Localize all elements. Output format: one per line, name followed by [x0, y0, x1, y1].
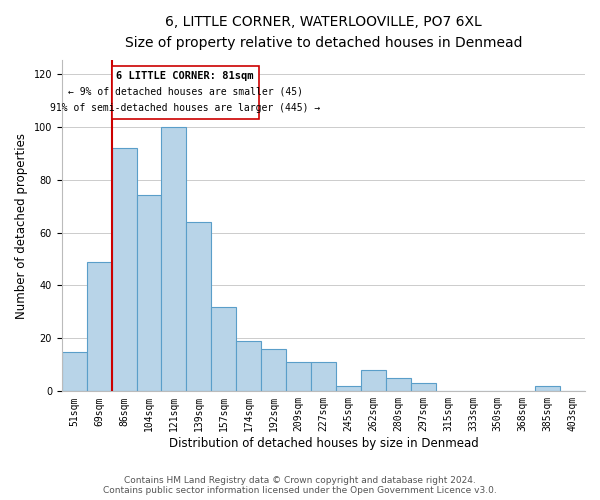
- Bar: [535, 386, 560, 392]
- Bar: [187, 222, 211, 392]
- Bar: [236, 341, 261, 392]
- Text: ← 9% of detached houses are smaller (45): ← 9% of detached houses are smaller (45): [68, 87, 302, 97]
- Bar: [336, 386, 361, 392]
- Bar: [410, 384, 436, 392]
- X-axis label: Distribution of detached houses by size in Denmead: Distribution of detached houses by size …: [169, 437, 478, 450]
- Title: 6, LITTLE CORNER, WATERLOOVILLE, PO7 6XL
Size of property relative to detached h: 6, LITTLE CORNER, WATERLOOVILLE, PO7 6XL…: [125, 15, 522, 50]
- Bar: [62, 352, 86, 392]
- Bar: [137, 196, 161, 392]
- Bar: [211, 306, 236, 392]
- Bar: [86, 262, 112, 392]
- Bar: [311, 362, 336, 392]
- Bar: [361, 370, 386, 392]
- Bar: [112, 148, 137, 392]
- FancyBboxPatch shape: [112, 66, 259, 118]
- Text: 6 LITTLE CORNER: 81sqm: 6 LITTLE CORNER: 81sqm: [116, 71, 254, 81]
- Bar: [261, 349, 286, 392]
- Y-axis label: Number of detached properties: Number of detached properties: [15, 133, 28, 319]
- Text: Contains HM Land Registry data © Crown copyright and database right 2024.
Contai: Contains HM Land Registry data © Crown c…: [103, 476, 497, 495]
- Bar: [161, 126, 187, 392]
- Bar: [386, 378, 410, 392]
- Text: 91% of semi-detached houses are larger (445) →: 91% of semi-detached houses are larger (…: [50, 103, 320, 113]
- Bar: [286, 362, 311, 392]
